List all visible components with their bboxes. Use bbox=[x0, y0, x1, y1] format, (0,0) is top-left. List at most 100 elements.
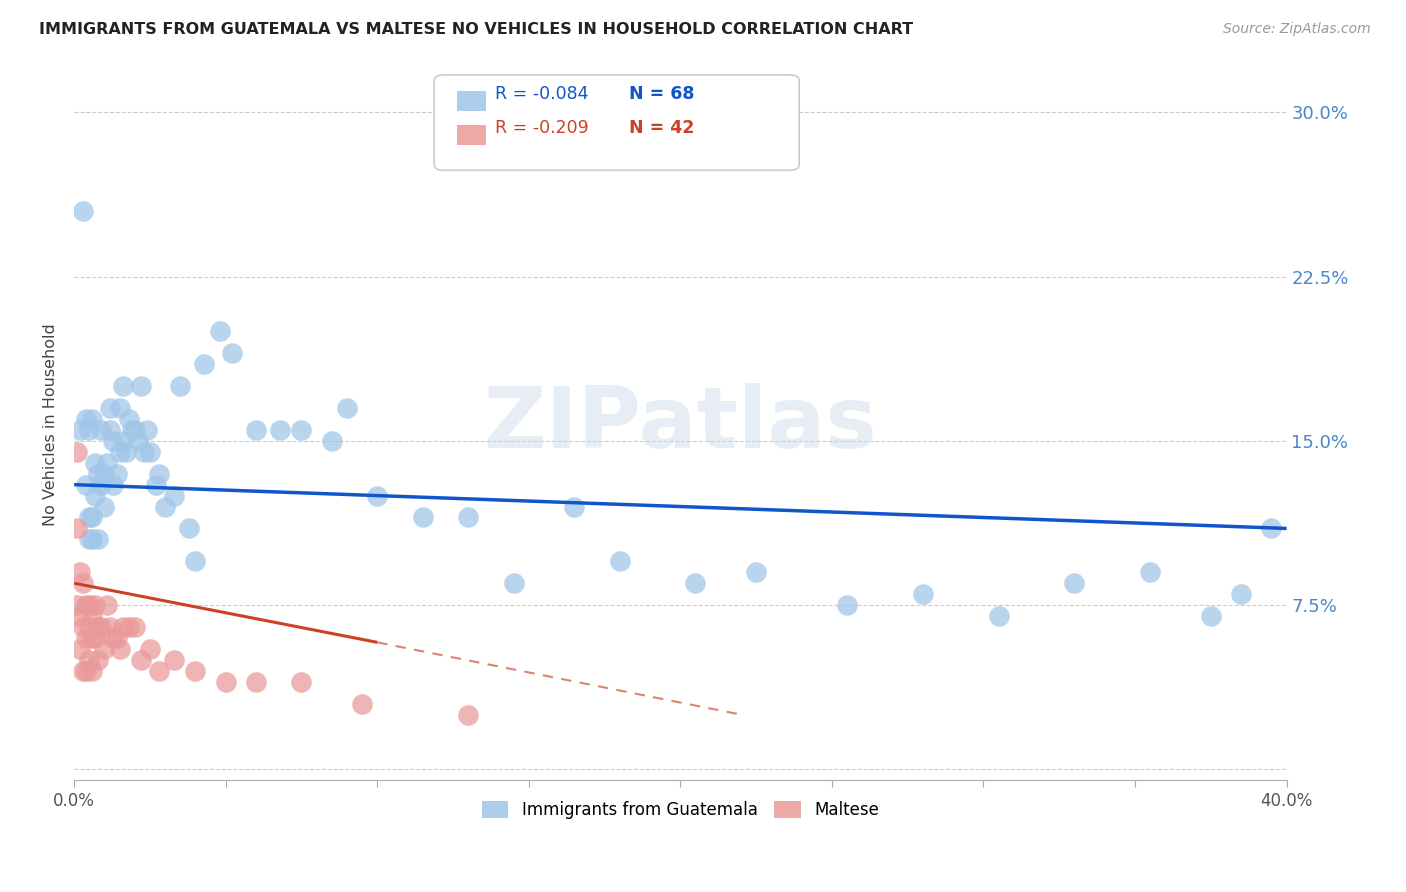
Point bbox=[66, 444, 89, 458]
Point bbox=[84, 489, 107, 503]
Point bbox=[90, 477, 112, 491]
Point bbox=[184, 554, 207, 568]
Point bbox=[118, 412, 141, 426]
Point bbox=[609, 554, 631, 568]
Point bbox=[127, 434, 149, 448]
Point bbox=[90, 620, 112, 634]
Point bbox=[75, 412, 97, 426]
Point bbox=[103, 631, 125, 645]
Point bbox=[77, 620, 100, 634]
Point bbox=[96, 456, 118, 470]
Point bbox=[77, 533, 100, 547]
Point bbox=[69, 641, 91, 656]
Point bbox=[245, 674, 267, 689]
Point bbox=[77, 423, 100, 437]
Point bbox=[90, 423, 112, 437]
Point bbox=[82, 412, 104, 426]
Point bbox=[82, 609, 104, 624]
Point bbox=[100, 620, 122, 634]
Point bbox=[93, 467, 115, 481]
Point bbox=[290, 674, 312, 689]
Text: N = 42: N = 42 bbox=[630, 119, 695, 137]
Point bbox=[66, 521, 89, 535]
Point bbox=[114, 444, 136, 458]
Point bbox=[87, 467, 110, 481]
Point bbox=[457, 510, 479, 524]
Legend: Immigrants from Guatemala, Maltese: Immigrants from Guatemala, Maltese bbox=[475, 794, 886, 825]
Point bbox=[84, 631, 107, 645]
Point bbox=[87, 653, 110, 667]
Point bbox=[121, 423, 143, 437]
Point bbox=[111, 620, 134, 634]
Point bbox=[245, 423, 267, 437]
Point bbox=[82, 510, 104, 524]
Point bbox=[124, 423, 146, 437]
Point bbox=[100, 423, 122, 437]
Point bbox=[72, 576, 94, 591]
Point bbox=[108, 401, 131, 415]
Point bbox=[111, 379, 134, 393]
Point bbox=[75, 598, 97, 612]
Point bbox=[111, 434, 134, 448]
Point bbox=[100, 401, 122, 415]
Point bbox=[184, 664, 207, 678]
Text: R = -0.084: R = -0.084 bbox=[495, 85, 588, 103]
Point bbox=[82, 664, 104, 678]
Point bbox=[82, 631, 104, 645]
Point bbox=[457, 707, 479, 722]
FancyBboxPatch shape bbox=[457, 91, 486, 112]
Point bbox=[103, 434, 125, 448]
Point bbox=[129, 379, 152, 393]
Point bbox=[911, 587, 934, 601]
Point bbox=[105, 467, 128, 481]
Point bbox=[269, 423, 291, 437]
Point bbox=[366, 489, 388, 503]
Text: Source: ZipAtlas.com: Source: ZipAtlas.com bbox=[1223, 22, 1371, 37]
Point bbox=[139, 444, 162, 458]
Point bbox=[221, 346, 243, 360]
Point bbox=[1199, 609, 1222, 624]
Point bbox=[75, 631, 97, 645]
Point bbox=[124, 620, 146, 634]
Point bbox=[987, 609, 1010, 624]
Point bbox=[145, 477, 167, 491]
Text: ZIPatlas: ZIPatlas bbox=[484, 383, 877, 466]
Point bbox=[72, 620, 94, 634]
Point bbox=[148, 664, 170, 678]
Text: R = -0.209: R = -0.209 bbox=[495, 119, 589, 137]
Point bbox=[72, 664, 94, 678]
Point bbox=[66, 598, 89, 612]
Point bbox=[412, 510, 434, 524]
Point bbox=[290, 423, 312, 437]
Point bbox=[96, 598, 118, 612]
Point bbox=[562, 500, 585, 514]
Point bbox=[69, 423, 91, 437]
Point bbox=[835, 598, 858, 612]
Point bbox=[118, 620, 141, 634]
Point bbox=[153, 500, 176, 514]
Point bbox=[87, 533, 110, 547]
Point bbox=[108, 641, 131, 656]
Point bbox=[132, 444, 155, 458]
Point bbox=[75, 664, 97, 678]
FancyBboxPatch shape bbox=[434, 75, 799, 170]
Point bbox=[336, 401, 359, 415]
Point bbox=[82, 533, 104, 547]
Point bbox=[105, 631, 128, 645]
Point bbox=[1139, 566, 1161, 580]
Point bbox=[169, 379, 191, 393]
Point bbox=[148, 467, 170, 481]
Point bbox=[103, 477, 125, 491]
Point bbox=[77, 510, 100, 524]
Point bbox=[1230, 587, 1253, 601]
Point bbox=[352, 697, 374, 711]
Point bbox=[75, 477, 97, 491]
Point bbox=[685, 576, 707, 591]
Point bbox=[179, 521, 201, 535]
Point bbox=[135, 423, 157, 437]
Text: N = 68: N = 68 bbox=[630, 85, 695, 103]
Point bbox=[139, 641, 162, 656]
Point bbox=[214, 674, 236, 689]
Point bbox=[93, 500, 115, 514]
Point bbox=[69, 566, 91, 580]
